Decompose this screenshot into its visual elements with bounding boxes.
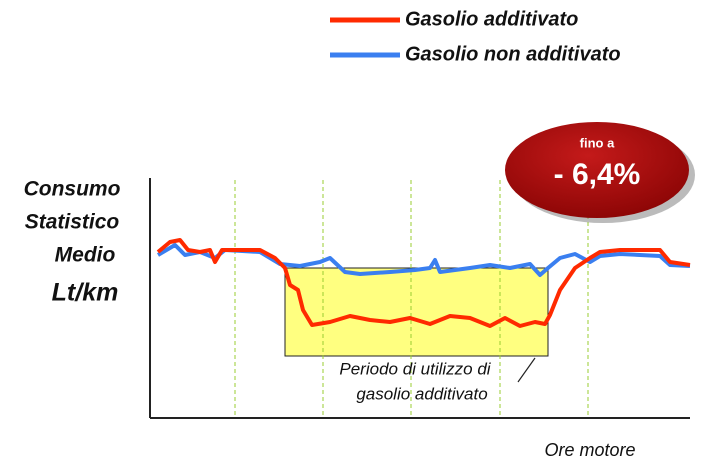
series-line	[156, 238, 691, 328]
y-axis-label: Consumo	[24, 178, 121, 201]
legend-label: Gasolio additivato	[405, 8, 578, 30]
legend-label: Gasolio non additivato	[405, 43, 621, 65]
note-pointer	[517, 357, 536, 383]
bubble	[505, 122, 689, 218]
guide-lines	[234, 180, 589, 418]
period-note: gasolio additivato	[356, 384, 487, 403]
y-axis-label: Statistico	[25, 211, 120, 234]
bubble-text: fino a	[580, 135, 615, 150]
highlight-period	[284, 267, 549, 357]
x-axis-label: Ore motore	[544, 440, 635, 458]
bubble-value: - 6,4%	[554, 158, 641, 191]
period-note: Periodo di utilizzo di	[339, 359, 491, 378]
y-axis-label: Lt/km	[52, 279, 119, 307]
y-axis-label: Medio	[55, 244, 116, 267]
